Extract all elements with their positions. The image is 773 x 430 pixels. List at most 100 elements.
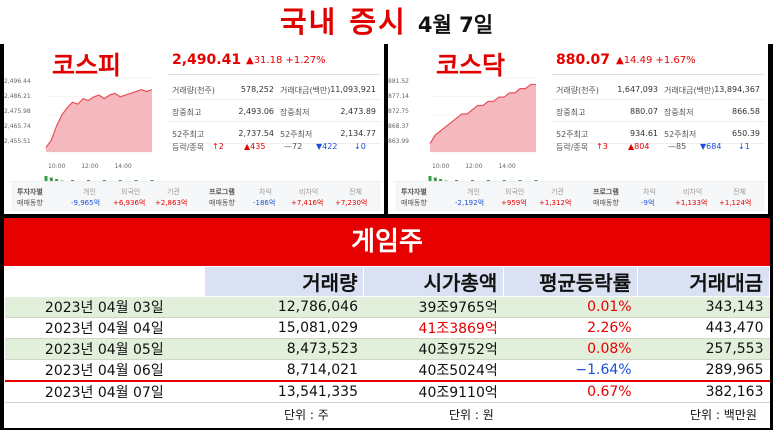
up-value: 435 (250, 142, 266, 151)
kosdaq-change-pct: +1.67% (655, 55, 696, 66)
stat-label: 장중최저 (280, 108, 310, 117)
kosdaq-x-tick: 10:00 (432, 163, 450, 170)
kosdaq-price: 880.07 (556, 52, 611, 68)
flow-label: 외국인 (505, 188, 525, 196)
stat-value: 866.58 (732, 107, 760, 116)
upper-limit-value: 2 (218, 142, 224, 151)
stat-value: 13,894,367 (714, 85, 760, 94)
kospi-price-line (45, 89, 153, 148)
row-volume: 15,081,029 (204, 317, 364, 339)
upper-limit-count: ↑ 2 (212, 142, 224, 151)
kosdaq-x-tick: 14:00 (498, 163, 516, 170)
flow-label: 매매동향 (593, 199, 619, 207)
stat-value: 578,252 (240, 85, 274, 94)
stat-value: 934.61 (630, 129, 658, 138)
up-count: ▲ 435 (244, 142, 266, 151)
kosdaq-change-value: ▲14.49 (616, 55, 653, 66)
kospi-y-axis: 2,496.44 2,486.21 2,475.98 2,465.74 2,45… (4, 78, 31, 153)
game-stocks-section: 게임주 거래량 시가총액 평균등락률 거래대금 2023년 04월 03일 12,… (4, 218, 770, 428)
page-date: 4월 7일 (417, 13, 494, 37)
kosdaq-y-tick: 872.75 (388, 108, 409, 115)
stat-value: 11,093,921 (330, 85, 376, 94)
divider (552, 74, 764, 75)
flow-total: +1,124억 (719, 199, 752, 207)
col-header-date (4, 266, 205, 297)
stats-row: 장중최고 880.07 장중최저 866.58 (552, 100, 764, 122)
kospi-y-tick: 2,465.74 (4, 123, 31, 130)
flow-non-arbitrage: +7,416억 (291, 199, 324, 207)
kospi-investor-flows: 투자자별 매매동향 개인 -9,965억 외국인 +6,936억 기관 +2,8… (12, 181, 380, 211)
kospi-intraday-chart (44, 77, 154, 184)
row-trading-value: 289,965 (637, 359, 770, 382)
row-date: 2023년 04월 03일 (4, 296, 205, 318)
kospi-price-area (46, 89, 152, 152)
up-value: 804 (634, 142, 650, 151)
row-market-cap: 41조3869억 (363, 317, 504, 339)
kosdaq-x-axis: 10:00 12:00 14:00 (432, 163, 516, 170)
row-market-cap: 40조9752억 (363, 338, 504, 360)
flat-count: — 85 (668, 142, 687, 151)
stat-label: 거래량(천주) (556, 86, 600, 95)
row-market-cap: 40조5024억 (363, 359, 504, 382)
kospi-y-tick: 2,496.44 (4, 78, 31, 85)
breadth-label: 등락/종목 (172, 143, 205, 152)
flow-institution: +1,312억 (539, 199, 572, 207)
col-header-volume: 거래량 (203, 266, 365, 297)
stat-label: 52주최고 (172, 130, 205, 139)
row-date: 2023년 04월 06일 (4, 359, 205, 382)
kospi-stats: 거래량(천주) 578,252 거래대금(백만) 11,093,921 장중최고 2,4… (168, 78, 380, 144)
row-avg-change: 0.01% (503, 296, 638, 318)
stat-label: 거래량(천주) (172, 86, 216, 95)
lower-limit-value: 1 (744, 142, 750, 151)
kosdaq-volume-bar (433, 177, 437, 184)
kosdaq-y-tick: 863.99 (388, 138, 409, 145)
table-row: 2023년 04월 04일 15,081,029 41조3869억 2.26% 443,… (4, 317, 770, 339)
flow-label: 개인 (83, 188, 96, 196)
flow-foreign: +959억 (501, 199, 527, 207)
kospi-title: 코스피 (52, 51, 122, 80)
col-header-market-cap: 시가총액 (363, 266, 505, 297)
stat-label: 장중최고 (172, 108, 202, 117)
stat-value: 2,134.77 (340, 129, 376, 138)
flow-individual: -2,192억 (455, 199, 485, 207)
kospi-x-axis: 10:00 12:00 14:00 (48, 163, 132, 170)
kosdaq-change: ▲14.49 +1.67% (616, 55, 696, 66)
flat-count: — 72 (284, 142, 303, 151)
table-header-row: 거래량 시가총액 평균등락률 거래대금 (4, 266, 770, 297)
kospi-x-tick: 14:00 (114, 163, 132, 170)
flow-label: 프로그램 (593, 188, 619, 196)
row-avg-change: 0.08% (503, 338, 638, 360)
kosdaq-intraday-chart (428, 77, 538, 184)
stats-row: 거래량(천주) 578,252 거래대금(백만) 11,093,921 (168, 78, 380, 100)
kospi-volume-bar (44, 176, 48, 184)
lower-limit-value: 0 (360, 142, 366, 151)
row-avg-change: 2.26% (503, 317, 638, 339)
row-volume: 13,541,335 (204, 380, 364, 403)
kosdaq-y-axis: 881.52 877.14 872.75 868.37 863.99 (388, 78, 409, 153)
table-row: 2023년 04월 03일 12,786,046 39조9765억 0.01% 343,… (4, 296, 770, 318)
flow-label: 개인 (467, 188, 480, 196)
down-count: ▼ 684 (700, 142, 722, 151)
row-trading-value: 343,143 (637, 296, 770, 318)
flow-label: 전체 (733, 188, 746, 196)
flat-value: 85 (676, 142, 687, 151)
stat-label: 거래대금(백만) (280, 86, 331, 95)
kosdaq-y-tick: 877.14 (388, 93, 409, 100)
stat-label: 52주최저 (280, 130, 313, 139)
flow-label: 외국인 (121, 188, 141, 196)
upper-limit-count: ↑ 3 (596, 142, 608, 151)
row-volume: 8,473,523 (204, 338, 364, 360)
flow-label: 매매동향 (401, 199, 427, 207)
flow-institution: +2,863억 (155, 199, 188, 207)
kosdaq-x-tick: 12:00 (465, 163, 483, 170)
flow-label: 차익 (259, 188, 272, 196)
stat-label: 거래대금(백만) (664, 86, 715, 95)
kospi-panel: 코스피 2,490.41 ▲31.18 +1.27% 2,496.44 2,48… (4, 44, 384, 214)
upper-limit-value: 3 (602, 142, 608, 151)
kosdaq-price-line (429, 83, 536, 144)
stats-row: 52주최고 2,737.54 52주최저 2,134.77 (168, 122, 380, 144)
flow-label: 비차익 (683, 188, 703, 196)
down-value: 422 (322, 142, 338, 151)
row-volume: 12,786,046 (204, 296, 364, 318)
row-trading-value: 257,553 (637, 338, 770, 360)
